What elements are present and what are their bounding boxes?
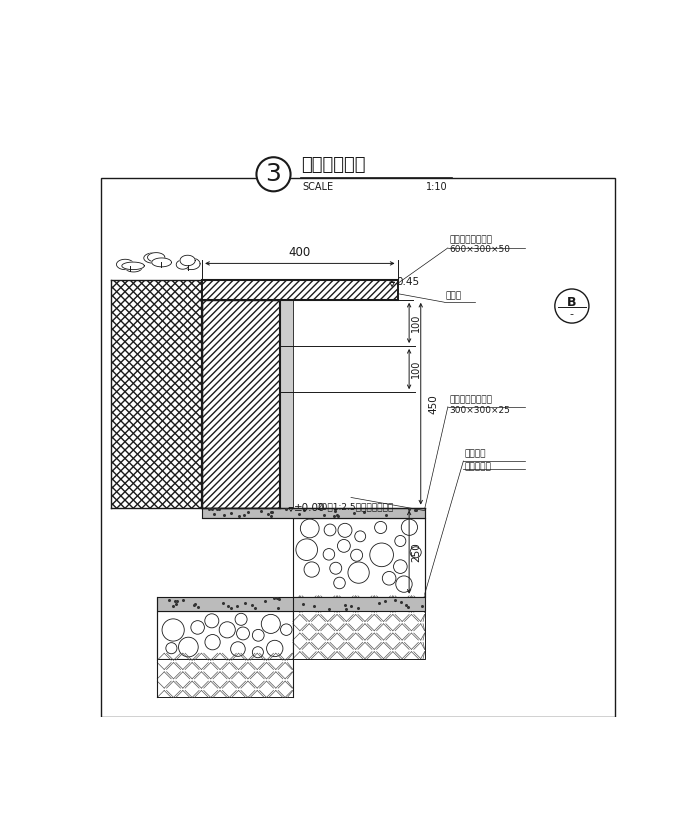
Circle shape: [162, 619, 184, 641]
Text: 100: 100: [412, 313, 421, 332]
Bar: [202, 300, 280, 508]
Text: 600×300×50: 600×300×50: [449, 245, 510, 254]
Text: 0.45: 0.45: [397, 277, 420, 287]
Polygon shape: [144, 253, 162, 263]
Bar: [293, 518, 425, 596]
Circle shape: [319, 599, 324, 604]
Text: ±0.00: ±0.00: [295, 503, 326, 513]
Text: 基础详结施: 基础详结施: [465, 462, 492, 471]
Text: 3: 3: [265, 162, 281, 186]
Circle shape: [235, 614, 247, 625]
Circle shape: [555, 289, 589, 323]
Circle shape: [348, 562, 369, 583]
Circle shape: [338, 523, 352, 538]
Bar: [202, 508, 425, 518]
Circle shape: [178, 638, 198, 657]
Circle shape: [393, 560, 407, 573]
Bar: [111, 280, 202, 508]
Text: SCALE: SCALE: [302, 183, 333, 193]
Circle shape: [267, 640, 283, 657]
Circle shape: [304, 562, 319, 577]
Text: 400: 400: [288, 246, 311, 259]
Circle shape: [401, 519, 417, 535]
Bar: [158, 596, 425, 610]
Circle shape: [395, 576, 412, 592]
Circle shape: [256, 157, 290, 191]
Polygon shape: [116, 260, 134, 270]
Circle shape: [337, 539, 350, 552]
Circle shape: [281, 624, 292, 635]
Circle shape: [237, 627, 249, 640]
Circle shape: [253, 647, 263, 657]
Circle shape: [205, 634, 220, 650]
Text: 450: 450: [428, 394, 438, 414]
Circle shape: [324, 524, 336, 536]
Circle shape: [191, 620, 204, 634]
Polygon shape: [148, 252, 164, 262]
Polygon shape: [183, 258, 200, 270]
Circle shape: [303, 599, 309, 605]
Polygon shape: [180, 256, 195, 265]
Text: 种植池剖面图: 种植池剖面图: [300, 156, 365, 174]
Circle shape: [219, 622, 235, 638]
Circle shape: [330, 562, 342, 574]
Bar: [293, 596, 425, 658]
Circle shape: [205, 614, 219, 628]
Circle shape: [166, 643, 177, 654]
Bar: [111, 280, 202, 508]
Circle shape: [382, 571, 396, 585]
Bar: [202, 280, 398, 300]
Text: 荔枝面黄锈石岗岩: 荔枝面黄锈石岗岩: [449, 395, 492, 404]
Bar: [280, 300, 293, 508]
Circle shape: [261, 614, 280, 633]
Circle shape: [374, 522, 386, 533]
Bar: [158, 658, 293, 697]
Circle shape: [359, 600, 367, 609]
Circle shape: [169, 600, 177, 609]
Circle shape: [230, 642, 245, 657]
Text: 300×300×25: 300×300×25: [449, 406, 510, 415]
Circle shape: [383, 601, 389, 607]
Circle shape: [323, 548, 335, 560]
Text: B: B: [567, 296, 577, 309]
Text: 100: 100: [412, 360, 421, 378]
Circle shape: [370, 543, 393, 566]
Polygon shape: [176, 260, 189, 270]
Text: -: -: [570, 308, 574, 318]
Circle shape: [296, 539, 318, 561]
Circle shape: [300, 519, 319, 538]
Text: 20厚1:2.5水泥砂浆结合层: 20厚1:2.5水泥砂浆结合层: [316, 502, 393, 511]
Circle shape: [410, 547, 421, 557]
Polygon shape: [390, 282, 394, 287]
Bar: [111, 280, 202, 508]
Bar: [158, 610, 293, 658]
Circle shape: [355, 531, 365, 542]
Circle shape: [351, 549, 363, 562]
Circle shape: [296, 602, 302, 608]
Circle shape: [412, 601, 416, 606]
Circle shape: [334, 577, 345, 589]
Circle shape: [395, 536, 406, 547]
Polygon shape: [289, 508, 293, 511]
Circle shape: [393, 600, 400, 606]
Text: 光面芝麻灰花岗岩: 光面芝麻灰花岗岩: [449, 235, 492, 244]
Polygon shape: [122, 262, 144, 270]
Text: 250: 250: [412, 543, 421, 562]
Text: 1:10: 1:10: [426, 183, 448, 193]
Text: 大样详: 大样详: [446, 292, 462, 300]
Polygon shape: [152, 258, 172, 267]
Circle shape: [253, 629, 264, 641]
Polygon shape: [125, 264, 142, 272]
Text: 砖砌挡墙: 砖砌挡墙: [465, 450, 486, 459]
